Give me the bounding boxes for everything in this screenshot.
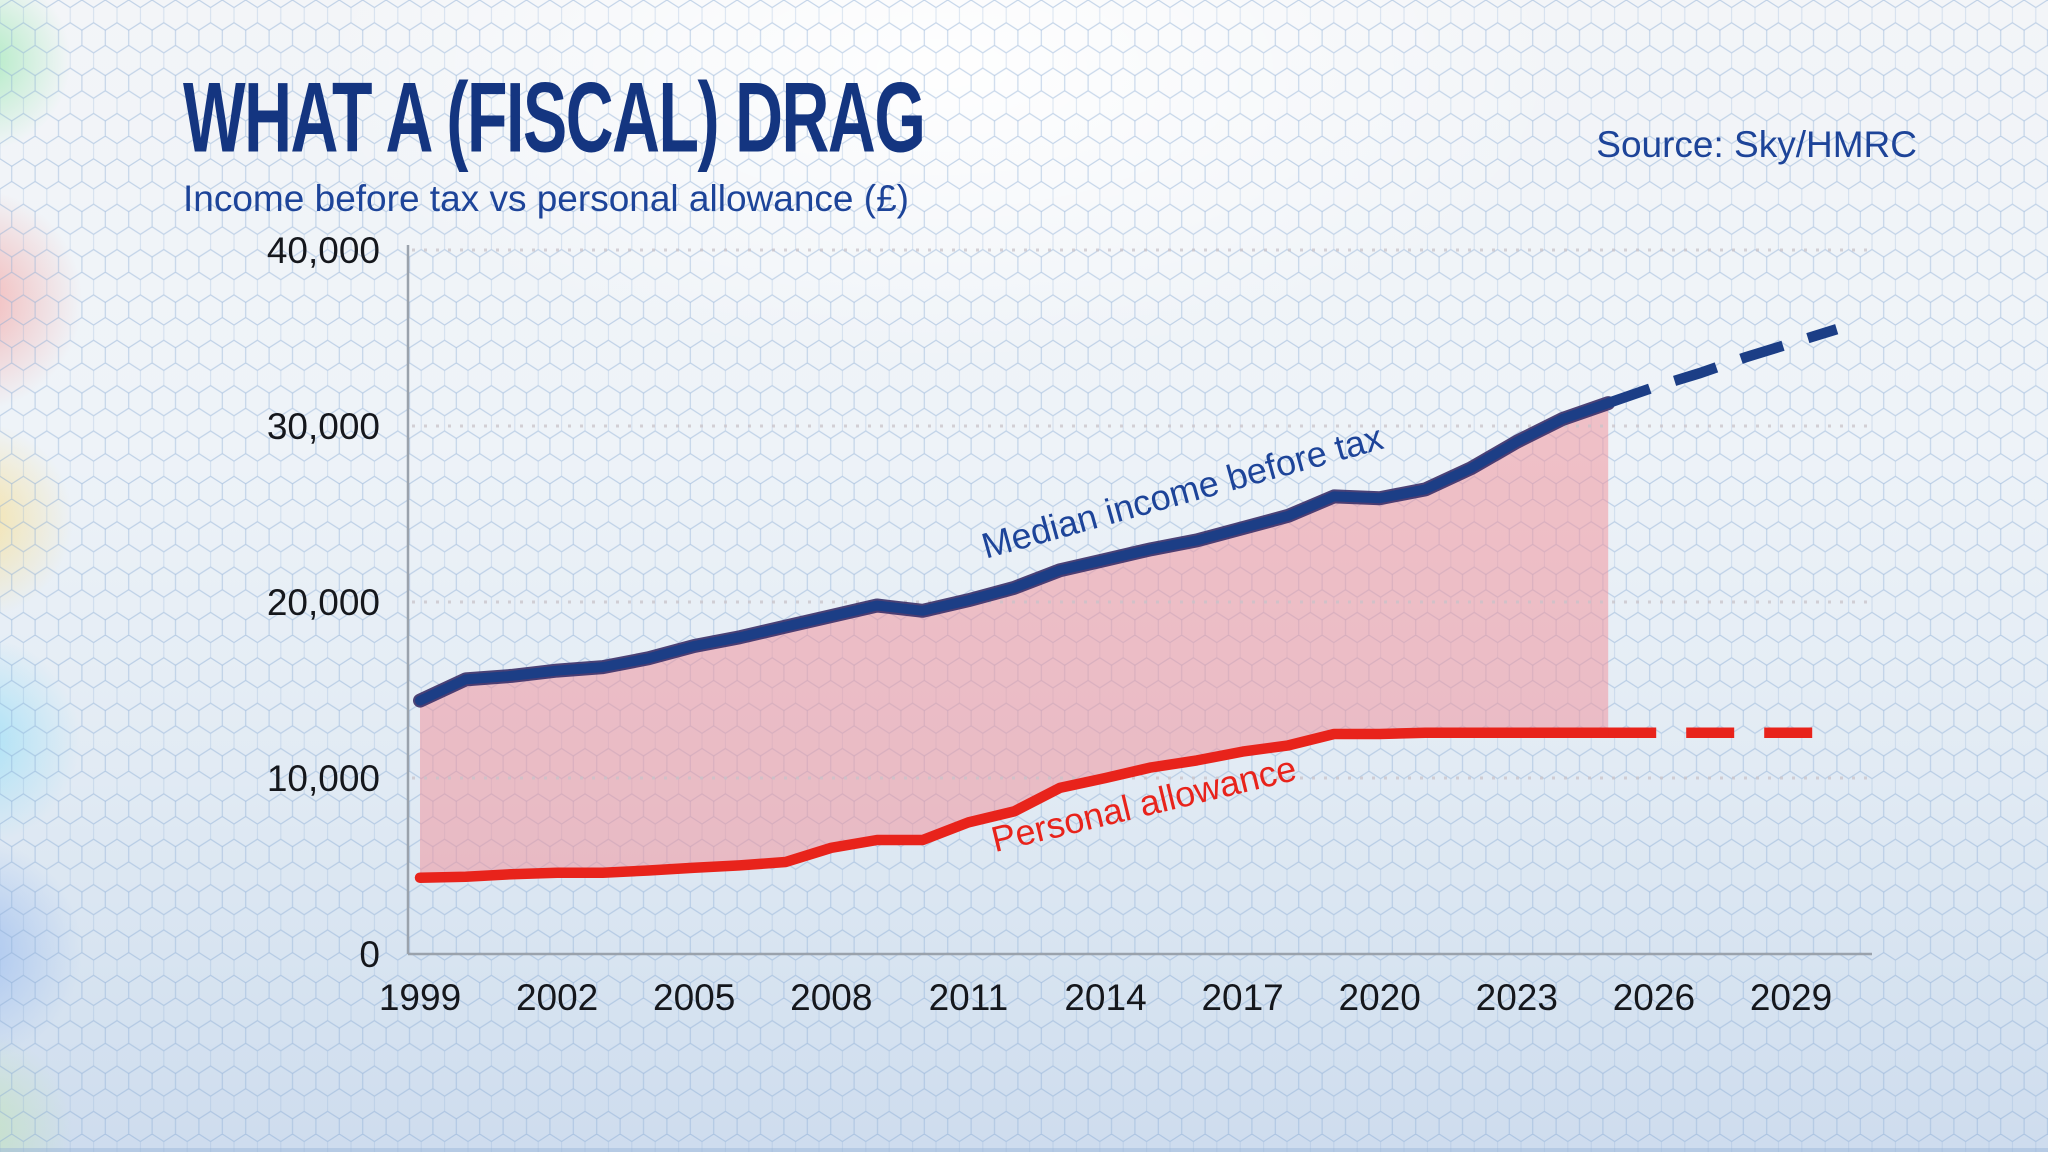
y-tick-label-20,000: 20,000 xyxy=(267,582,380,623)
x-tick-label-2014: 2014 xyxy=(1064,977,1146,1018)
bottom-edge-strip xyxy=(0,1148,2048,1152)
y-tick-label-0: 0 xyxy=(359,934,380,975)
x-tick-label-2008: 2008 xyxy=(790,977,872,1018)
page-title: WHAT A (FISCAL) DRAG xyxy=(183,63,926,174)
x-tick-label-2020: 2020 xyxy=(1339,977,1421,1018)
x-tick-label-2005: 2005 xyxy=(653,977,735,1018)
x-tick-label-2026: 2026 xyxy=(1613,977,1695,1018)
y-tick-label-30,000: 30,000 xyxy=(267,406,380,447)
x-tick-label-2017: 2017 xyxy=(1201,977,1283,1018)
source-credit: Source: Sky/HMRC xyxy=(1596,124,1917,165)
y-tick-label-40,000: 40,000 xyxy=(267,230,380,271)
x-tick-label-2029: 2029 xyxy=(1750,977,1832,1018)
x-tick-label-1999: 1999 xyxy=(379,977,461,1018)
x-tick-label-2011: 2011 xyxy=(929,977,1009,1018)
chart-subtitle: Income before tax vs personal allowance … xyxy=(183,178,909,219)
median-income-line-projection xyxy=(1606,324,1839,409)
x-tick-label-2002: 2002 xyxy=(516,977,598,1018)
y-tick-label-10,000: 10,000 xyxy=(267,758,380,799)
x-tick-label-2023: 2023 xyxy=(1476,977,1558,1018)
